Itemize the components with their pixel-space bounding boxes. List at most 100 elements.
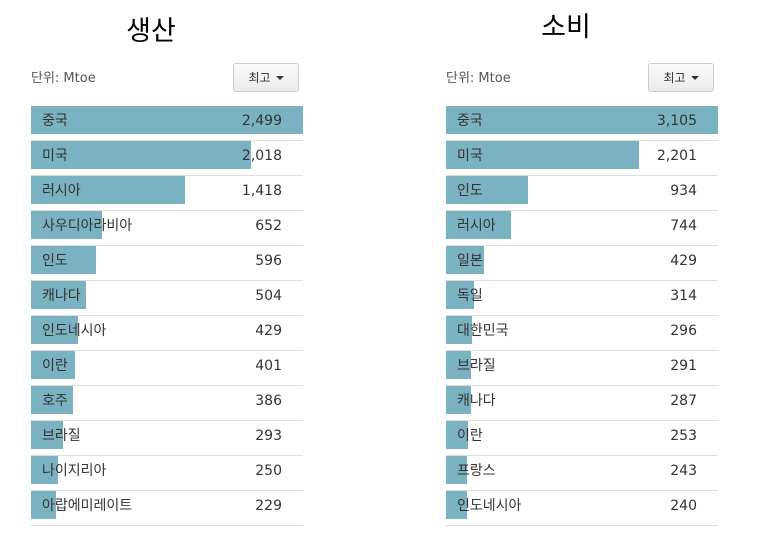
bar-row: 미국 2,018 [31,141,303,176]
bar-row: 나이지리아 250 [31,456,303,491]
category-label: 인도 [457,183,483,199]
chart-title: 생산 [126,16,176,47]
value-label: 596 [255,253,282,269]
category-label: 사우디아라비아 [42,218,133,234]
bar [446,106,718,134]
value-label: 291 [670,358,697,374]
bar-row: 중국 3,105 [446,106,718,141]
category-label: 대한민국 [457,323,509,339]
bar-rows: 중국 2,499 미국 2,018 러시아 1,418 사우디아라비아 652 인도 596 캐나다… [31,106,303,526]
value-label: 652 [255,218,282,234]
bar [31,421,63,449]
bar [31,316,78,344]
bar-row: 이란 253 [446,421,718,456]
bar-row: 러시아 1,418 [31,176,303,211]
sort-dropdown[interactable]: 최고 [233,63,299,92]
bar-row: 일본 429 [446,246,718,281]
bar [31,246,96,274]
value-label: 2,201 [656,148,697,164]
caret-down-icon [690,75,699,80]
value-label: 429 [670,253,697,269]
value-label: 293 [255,428,282,444]
category-label: 중국 [42,113,68,129]
consumption-panel: 소비 단위: Mtoe 최고 중국 3,105 미국 2,201 인도 934 러시아 744… [446,0,718,542]
bar-row: 브라질 291 [446,351,718,386]
category-label: 미국 [42,148,68,164]
value-label: 386 [255,393,282,409]
bar-row: 인도 934 [446,176,718,211]
bar [446,141,639,169]
category-label: 캐나다 [42,288,81,304]
bar [446,456,468,484]
bar [31,176,186,204]
value-label: 3,105 [656,113,697,129]
sort-dropdown[interactable]: 최고 [648,63,714,92]
value-label: 229 [255,498,282,514]
value-label: 429 [255,323,282,339]
value-label: 2,018 [241,148,282,164]
bar [31,351,75,379]
bar [31,281,86,309]
bar [31,106,303,134]
caret-down-icon [275,75,284,80]
bar [446,421,469,449]
bar-row: 대한민국 296 [446,316,718,351]
category-label: 이란 [42,358,68,374]
value-label: 934 [670,183,697,199]
bar-row: 사우디아라비아 652 [31,211,303,246]
value-label: 243 [670,463,697,479]
bar [31,211,102,239]
value-label: 296 [670,323,697,339]
bar-row: 호주 386 [31,386,303,421]
bar-row: 브라질 293 [31,421,303,456]
bar [31,456,59,484]
production-panel: 생산 단위: Mtoe 최고 중국 2,499 미국 2,018 러시아 1,418 사우디… [31,0,303,542]
bar-row: 미국 2,201 [446,141,718,176]
value-label: 240 [670,498,697,514]
bar [446,176,528,204]
bar [446,316,472,344]
value-label: 1,418 [241,183,282,199]
category-label: 호주 [42,393,68,409]
bar-row: 인도네시아 240 [446,491,718,526]
value-label: 314 [670,288,697,304]
value-label: 504 [255,288,282,304]
category-label: 러시아 [457,218,496,234]
bar-row: 인도 596 [31,246,303,281]
category-label: 브라질 [42,428,81,444]
category-label: 러시아 [42,183,81,199]
bar-row: 아랍에미레이트 229 [31,491,303,526]
category-label: 일본 [457,253,483,269]
bar [446,491,468,519]
category-label: 중국 [457,113,483,129]
category-label: 인도 [42,253,68,269]
bar [446,281,474,309]
unit-label: 단위: Mtoe [31,71,96,86]
bar-row: 캐나다 504 [31,281,303,316]
category-label: 미국 [457,148,483,164]
bar [446,386,472,414]
bar-row: 이란 401 [31,351,303,386]
category-label: 캐나다 [457,393,496,409]
bar-row: 독일 314 [446,281,718,316]
unit-label: 단위: Mtoe [446,71,511,86]
category-label: 인도네시아 [42,323,107,339]
bar [446,351,472,379]
bar [31,141,251,169]
category-label: 이란 [457,428,483,444]
value-label: 744 [670,218,697,234]
value-label: 287 [670,393,697,409]
category-label: 인도네시아 [457,498,522,514]
bar [446,246,484,274]
bar-row: 러시아 744 [446,211,718,246]
bar-row: 인도네시아 429 [31,316,303,351]
category-label: 아랍에미레이트 [42,498,133,514]
value-label: 401 [255,358,282,374]
category-label: 나이지리아 [42,463,107,479]
value-label: 250 [255,463,282,479]
chart-title: 소비 [541,12,591,43]
sort-dropdown-label: 최고 [663,71,686,85]
bar-row: 프랑스 243 [446,456,718,491]
bar-rows: 중국 3,105 미국 2,201 인도 934 러시아 744 일본 429 독일 314 대한민국 2… [446,106,718,526]
bar-row: 캐나다 287 [446,386,718,421]
